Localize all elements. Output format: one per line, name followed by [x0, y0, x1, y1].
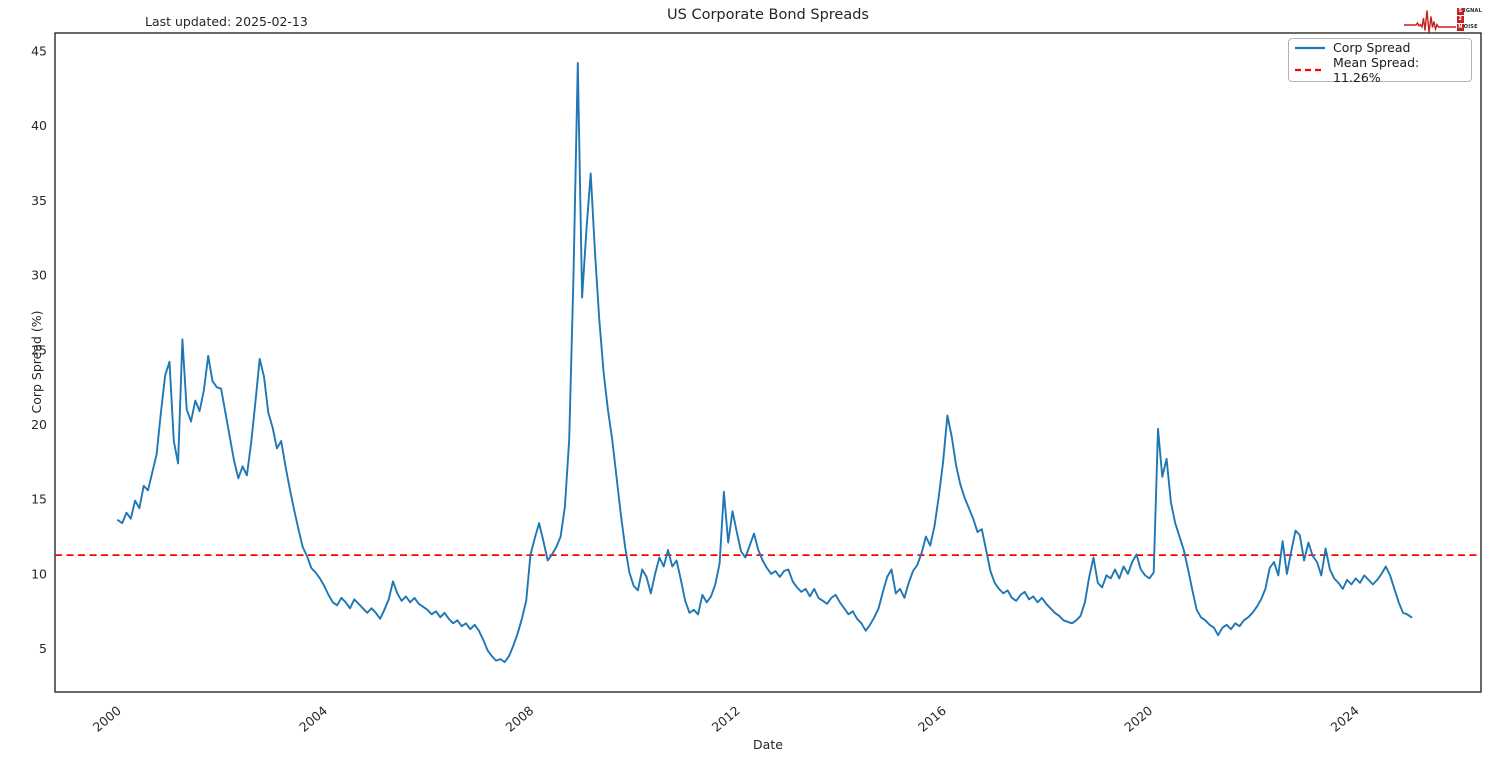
logo-letter-s: S — [1456, 7, 1464, 15]
y-tick-label: 45 — [31, 43, 47, 58]
y-tick-label: 25 — [31, 342, 47, 357]
legend-label-mean-spread: Mean Spread: 11.26% — [1333, 55, 1420, 85]
page-title: US Corporate Bond Spreads — [667, 7, 869, 23]
y-tick-label: 20 — [31, 417, 47, 432]
y-tick-label: 5 — [39, 641, 47, 656]
y-tick-label: 10 — [31, 566, 47, 581]
waveform-icon — [1403, 10, 1456, 33]
x-tick-label: 2024 — [1328, 703, 1362, 735]
logo-letter-2: 2 — [1456, 15, 1464, 23]
x-tick-label: 2004 — [296, 703, 330, 735]
y-tick-label: 35 — [31, 193, 47, 208]
x-tick-label: 2012 — [709, 703, 743, 735]
x-tick-label: 2008 — [502, 703, 536, 735]
legend-label-corp-spread: Corp Spread — [1333, 40, 1411, 55]
x-tick-label: 2016 — [915, 703, 949, 735]
legend-item-mean-spread: Mean Spread: 11.26% — [1295, 55, 1465, 85]
legend-item-corp-spread: Corp Spread — [1295, 40, 1465, 55]
logo-letter-n: N — [1456, 23, 1464, 31]
x-tick-label: 2000 — [90, 703, 124, 735]
y-tick-label: 30 — [31, 268, 47, 283]
logo-text: S IGNAL 2 N OISE — [1456, 7, 1482, 31]
last-updated-annotation: Last updated: 2025-02-13 — [145, 14, 308, 29]
legend: Corp Spread Mean Spread: 11.26% — [1288, 38, 1472, 85]
plot-border — [54, 32, 1482, 693]
signal2noise-logo: S IGNAL 2 N OISE — [1403, 4, 1482, 34]
y-axis-label: Corp Spread (%) — [29, 310, 44, 414]
y-tick-label: 15 — [31, 492, 47, 507]
legend-dashed-line-icon — [1295, 68, 1325, 72]
corp-spread-line — [116, 61, 1413, 664]
legend-solid-line-icon — [1295, 46, 1325, 49]
x-axis-label: Date — [753, 737, 783, 752]
y-tick-label: 40 — [31, 118, 47, 133]
x-tick-label: 2020 — [1121, 703, 1155, 735]
